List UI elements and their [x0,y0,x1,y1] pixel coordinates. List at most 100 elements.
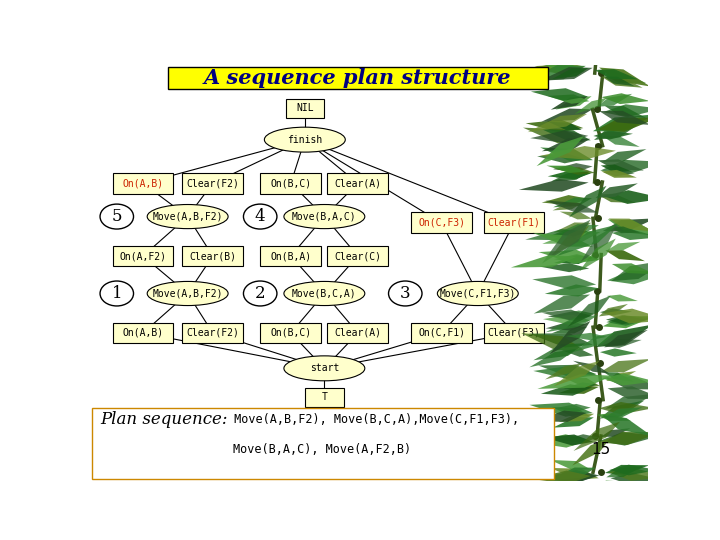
FancyBboxPatch shape [261,173,321,194]
Ellipse shape [284,356,365,381]
Polygon shape [569,186,606,218]
Polygon shape [534,294,590,314]
Polygon shape [580,225,616,262]
Polygon shape [548,170,591,179]
Polygon shape [562,350,593,357]
Polygon shape [603,136,639,147]
Text: On(B,C): On(B,C) [270,178,312,188]
Text: Move(B,A,C), Move(A,F2,B): Move(B,A,C), Move(A,F2,B) [233,443,410,456]
Polygon shape [546,200,598,213]
Polygon shape [537,62,585,73]
Polygon shape [559,212,592,219]
Polygon shape [521,333,584,350]
Polygon shape [606,394,656,409]
Text: NIL: NIL [296,104,314,113]
Polygon shape [554,222,591,232]
Polygon shape [603,104,662,117]
Polygon shape [610,464,657,475]
Polygon shape [541,384,592,396]
Polygon shape [595,325,654,347]
Polygon shape [579,239,616,272]
Polygon shape [541,109,593,122]
Polygon shape [529,333,593,348]
Polygon shape [557,310,594,319]
Polygon shape [525,229,588,240]
Polygon shape [549,321,590,354]
Text: Move(C,F1,F3): Move(C,F1,F3) [440,288,516,299]
Ellipse shape [284,281,365,306]
Polygon shape [606,407,642,417]
Text: On(A,B): On(A,B) [122,328,163,338]
Polygon shape [557,225,617,256]
Polygon shape [599,402,654,414]
Polygon shape [608,219,654,232]
Polygon shape [552,202,582,211]
Polygon shape [551,96,588,110]
Polygon shape [593,114,655,131]
Polygon shape [608,219,662,237]
Ellipse shape [437,281,518,306]
Text: Clear(F2): Clear(F2) [186,178,239,188]
Text: On(B,C): On(B,C) [270,328,312,338]
Polygon shape [536,136,584,166]
Circle shape [243,281,277,306]
Text: Move(A,B,F2): Move(A,B,F2) [153,212,223,221]
Polygon shape [533,233,593,247]
Polygon shape [552,68,588,79]
Circle shape [243,204,277,229]
Polygon shape [531,470,591,484]
Polygon shape [603,316,656,328]
Polygon shape [540,147,593,161]
Polygon shape [606,251,645,261]
Text: T: T [321,393,328,402]
Polygon shape [532,275,596,289]
Polygon shape [546,315,598,332]
Polygon shape [611,473,665,485]
Polygon shape [544,471,597,483]
Text: start: start [310,363,339,373]
Polygon shape [573,333,616,352]
FancyBboxPatch shape [168,68,548,89]
Polygon shape [535,410,586,422]
Text: A sequence plan structure: A sequence plan structure [204,68,512,88]
Polygon shape [545,363,582,380]
Polygon shape [596,123,636,132]
Text: Clear(F2): Clear(F2) [186,328,239,338]
Polygon shape [547,94,590,104]
Polygon shape [599,304,628,316]
Polygon shape [529,349,576,367]
Text: finish: finish [287,134,323,145]
Polygon shape [598,159,644,171]
Polygon shape [608,468,667,481]
Polygon shape [523,65,586,82]
Text: On(A,F2): On(A,F2) [120,251,166,261]
FancyBboxPatch shape [328,246,388,266]
Polygon shape [553,163,593,172]
Polygon shape [537,153,584,163]
Text: 2: 2 [255,285,266,302]
Polygon shape [562,434,598,442]
Polygon shape [567,296,611,327]
FancyBboxPatch shape [261,322,321,343]
FancyBboxPatch shape [305,388,343,407]
Polygon shape [552,224,599,235]
Polygon shape [599,111,651,125]
Polygon shape [597,94,632,107]
Polygon shape [603,218,656,232]
Polygon shape [542,470,599,483]
FancyBboxPatch shape [328,322,388,343]
Polygon shape [541,138,590,151]
Polygon shape [554,361,600,387]
Polygon shape [539,250,600,264]
Circle shape [389,281,422,306]
Circle shape [100,281,133,306]
Polygon shape [603,149,647,162]
Polygon shape [603,170,634,176]
Polygon shape [541,195,588,205]
Polygon shape [601,170,636,178]
Polygon shape [600,308,632,315]
Polygon shape [562,376,600,387]
Text: On(C,F3): On(C,F3) [418,218,465,228]
Polygon shape [541,129,590,141]
Polygon shape [554,254,593,263]
